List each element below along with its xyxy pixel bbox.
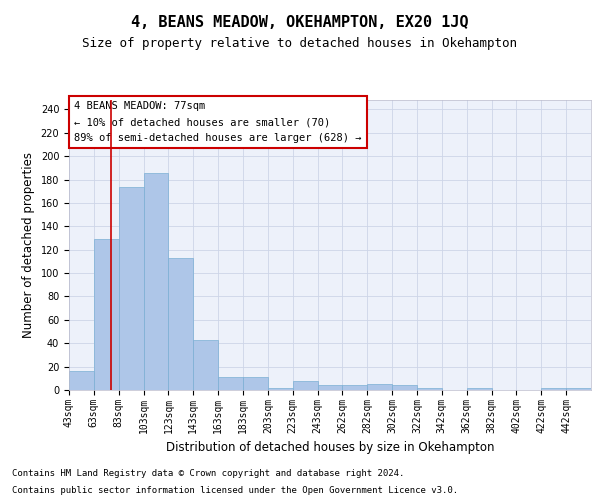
Text: Contains public sector information licensed under the Open Government Licence v3: Contains public sector information licen… [12, 486, 458, 495]
Bar [343, 386, 367, 390]
Bar [566, 388, 591, 390]
Bar [218, 377, 243, 390]
Bar [243, 377, 268, 390]
Bar [94, 239, 119, 390]
Text: 4 BEANS MEADOW: 77sqm
← 10% of detached houses are smaller (70)
89% of semi-deta: 4 BEANS MEADOW: 77sqm ← 10% of detached … [74, 102, 362, 142]
Bar [467, 388, 491, 390]
Bar [367, 384, 392, 390]
Bar [417, 388, 442, 390]
Bar [143, 172, 169, 390]
Text: 4, BEANS MEADOW, OKEHAMPTON, EX20 1JQ: 4, BEANS MEADOW, OKEHAMPTON, EX20 1JQ [131, 15, 469, 30]
Bar [392, 386, 417, 390]
Y-axis label: Number of detached properties: Number of detached properties [22, 152, 35, 338]
Bar [541, 388, 566, 390]
Bar [317, 386, 343, 390]
Bar [293, 380, 317, 390]
Bar [69, 372, 94, 390]
Text: Contains HM Land Registry data © Crown copyright and database right 2024.: Contains HM Land Registry data © Crown c… [12, 468, 404, 477]
Bar [268, 388, 293, 390]
Bar [119, 186, 143, 390]
X-axis label: Distribution of detached houses by size in Okehampton: Distribution of detached houses by size … [166, 441, 494, 454]
Bar [169, 258, 193, 390]
Bar [193, 340, 218, 390]
Text: Size of property relative to detached houses in Okehampton: Size of property relative to detached ho… [83, 38, 517, 51]
